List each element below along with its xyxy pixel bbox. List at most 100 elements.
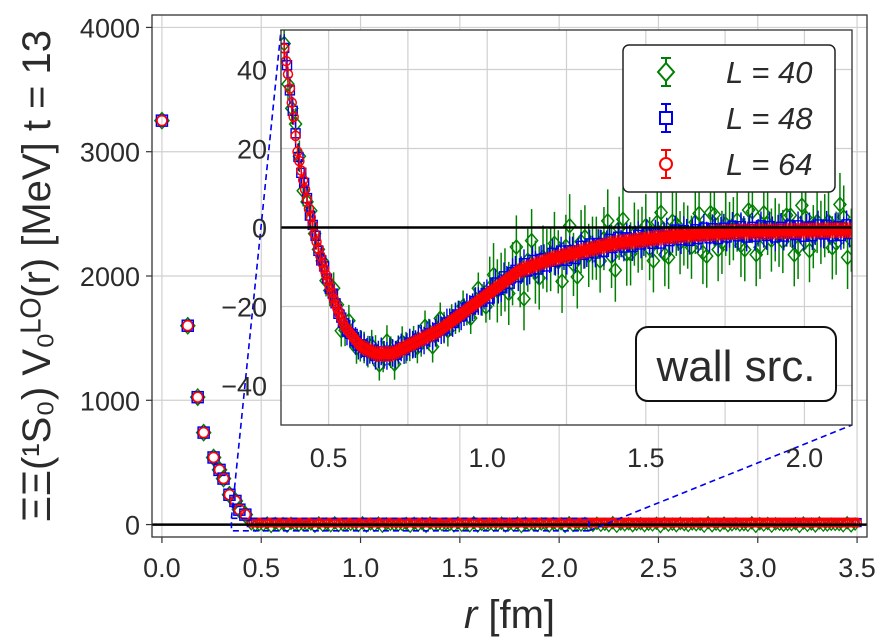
legend-marker-diamond — [656, 61, 676, 83]
y-tick-label: 0 — [125, 511, 140, 541]
inset-point-L64 — [309, 228, 320, 240]
inset-frame — [280, 29, 853, 426]
inset-point-L48 — [287, 105, 298, 117]
inset-point-L40 — [791, 239, 806, 256]
inset-point-L64 — [292, 146, 303, 157]
main-point-L64 — [197, 426, 210, 439]
zoom-region — [230, 517, 590, 532]
inset-point-L40 — [692, 205, 707, 222]
inset-point-L64 — [320, 269, 332, 281]
main-point-L64 — [852, 517, 862, 528]
legend-label: L = 48 — [726, 101, 813, 136]
inset-point-L64 — [849, 226, 852, 235]
zoom-connector — [588, 424, 853, 532]
inset-point-L64 — [316, 257, 328, 269]
x-tick-label: 0.5 — [242, 553, 280, 583]
inset-point-L64 — [336, 313, 347, 324]
y-tick-label: 1000 — [80, 386, 140, 416]
inset-point-L64 — [284, 83, 296, 94]
inset-plot: 0.5 1.0 1.5 2.0 −40 −20 0 20 40 L = 40 L = 48 L = 6… — [221, 29, 853, 532]
inset-x-tick-label: 2.0 — [786, 443, 824, 473]
y-tick-label: 4000 — [80, 13, 140, 43]
inset-point-L48 — [293, 151, 304, 163]
inset-point-L40 — [524, 232, 539, 249]
inset-point-L40 — [646, 252, 661, 269]
y-tick-label: 2000 — [80, 262, 140, 292]
legend-label: L = 40 — [726, 55, 813, 90]
y-tick-label: 3000 — [80, 138, 140, 168]
inset-point-L40 — [661, 249, 676, 266]
inset-x-tick-label: 0.5 — [310, 443, 348, 473]
inset-point-L40 — [517, 290, 531, 307]
inset-point-L64 — [326, 287, 338, 298]
inset-y-tick-label: 0 — [252, 214, 267, 244]
inset-point-L64 — [282, 68, 294, 80]
x-axis-var: r — [464, 593, 479, 637]
main-point-L64 — [191, 391, 204, 403]
inset-y-tick-label: −40 — [221, 372, 267, 402]
inset-point-L64 — [301, 193, 313, 205]
inset-point-L40 — [783, 207, 798, 224]
inset-point-L64 — [330, 298, 341, 310]
inset-point-L64 — [313, 243, 324, 255]
inset-point-L40 — [737, 241, 752, 258]
legend-marker-circle — [659, 157, 673, 171]
annotation: wall src. — [635, 326, 837, 402]
legend-label: L = 64 — [726, 147, 813, 182]
x-tick-label: 2.5 — [640, 553, 678, 583]
inset-point-L64 — [334, 308, 345, 319]
x-tick-label: 3.0 — [739, 553, 777, 583]
inset-point-L64 — [311, 236, 322, 247]
inset-point-L40 — [699, 247, 714, 265]
annotation-text: wall src. — [656, 342, 816, 391]
inset-point-L64 — [332, 303, 343, 315]
inset-point-L40 — [281, 75, 295, 93]
main-axes — [146, 14, 868, 543]
inset-point-L64 — [294, 155, 305, 167]
x-tick-label: 2.0 — [540, 553, 578, 583]
legend: L = 40 L = 48 L = 64 — [622, 44, 836, 193]
inset-point-L64 — [290, 130, 301, 142]
inset-point-L64 — [315, 250, 326, 262]
zoom-connector — [230, 29, 282, 519]
inset-point-L64 — [288, 111, 299, 123]
x-tick-label: 3.5 — [838, 553, 876, 583]
legend-marker-square — [659, 111, 673, 125]
main-point-L64 — [207, 451, 220, 464]
inset-point-L64 — [318, 263, 330, 275]
main-point-L64 — [181, 319, 194, 332]
main-point-L64 — [217, 472, 230, 485]
main-point-L64 — [239, 508, 252, 521]
labels: 0.0 0.5 1.0 1.5 2.0 2.5 3.0 3.50100020003000400… — [15, 13, 876, 637]
inset-point-L64 — [328, 293, 339, 304]
inset-point-L40 — [555, 273, 570, 290]
inset-point-L64 — [322, 275, 334, 287]
inset-point-L64 — [296, 165, 307, 176]
x-tick-label: 0.0 — [143, 553, 181, 583]
legend-box — [622, 44, 836, 193]
x-axis-unit: [fm] — [477, 593, 555, 637]
main-point-L64 — [156, 114, 168, 127]
inset-point-L64 — [286, 97, 298, 108]
inset-point-L64 — [324, 281, 336, 292]
x-tick-label: 1.5 — [441, 553, 479, 583]
inset-point-L64 — [281, 43, 290, 54]
inset-point-L40 — [570, 268, 585, 286]
inset-x-tick-label: 1.0 — [468, 443, 506, 473]
inset-x-tick-label: 1.5 — [627, 443, 665, 473]
x-tick-label: 1.0 — [342, 553, 380, 583]
inset-point-L64 — [299, 184, 311, 195]
inset-y-tick-label: −20 — [221, 293, 267, 323]
x-axis-title: r [fm] — [464, 593, 555, 637]
inset-y-tick-label: 40 — [237, 56, 267, 86]
inset-point-L40 — [654, 204, 669, 221]
y-axis-title: ΞΞ(¹S₀) V₀ᴸᴼ(r) [MeV] t = 13 — [15, 30, 59, 522]
inset-point-L40 — [562, 217, 577, 234]
inset-y-tick-label: 20 — [237, 135, 267, 165]
annotation-box — [635, 326, 837, 402]
inset-point-L40 — [707, 206, 722, 223]
inset-point-L64 — [297, 174, 309, 186]
inset-point-L40 — [608, 262, 623, 279]
inset-point-L64 — [848, 225, 852, 236]
